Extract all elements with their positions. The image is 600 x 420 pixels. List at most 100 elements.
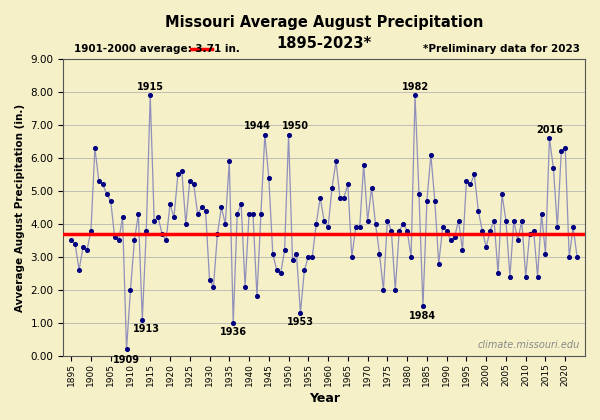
Point (560, 145, 570, 152)
Point (304, 254, 313, 260)
Point (489, 217, 499, 224)
Point (367, 184, 376, 191)
Point (505, 273, 515, 280)
Point (78, 244, 88, 250)
Text: 1944: 1944 (244, 121, 271, 131)
Point (248, 211, 258, 218)
Point (154, 214, 163, 220)
Point (461, 178, 471, 184)
Point (379, 286, 388, 293)
Point (327, 184, 337, 191)
Text: climate.missouri.edu: climate.missouri.edu (478, 340, 580, 350)
Point (473, 207, 483, 214)
Point (331, 158, 341, 165)
Point (311, 220, 321, 227)
Point (548, 165, 558, 171)
Point (481, 244, 491, 250)
Point (323, 224, 333, 231)
Point (541, 250, 550, 257)
Point (343, 181, 353, 188)
Point (299, 267, 309, 273)
Point (240, 283, 250, 290)
Text: 1984: 1984 (409, 311, 437, 321)
Point (142, 227, 151, 234)
Point (209, 283, 218, 290)
Point (426, 151, 436, 158)
Point (122, 346, 131, 352)
Point (276, 270, 286, 277)
Point (517, 217, 527, 224)
Point (137, 316, 147, 323)
Point (319, 217, 329, 224)
Point (553, 224, 562, 231)
Point (316, 194, 325, 201)
Point (244, 211, 254, 218)
Point (307, 254, 317, 260)
Point (422, 197, 432, 204)
Point (229, 320, 238, 326)
Point (351, 224, 361, 231)
Text: 2016: 2016 (536, 125, 563, 135)
Point (236, 201, 246, 207)
Point (450, 234, 460, 241)
Point (224, 158, 234, 165)
Point (446, 237, 455, 244)
Point (493, 270, 503, 277)
Point (114, 237, 124, 244)
Point (529, 227, 538, 234)
Point (197, 204, 206, 211)
Point (288, 257, 298, 264)
Point (497, 191, 507, 198)
Point (410, 92, 420, 99)
Point (521, 273, 530, 280)
Point (173, 171, 182, 178)
Point (525, 231, 535, 237)
Point (418, 303, 428, 310)
Text: 1950: 1950 (282, 121, 309, 131)
Point (102, 191, 112, 198)
Point (458, 247, 467, 254)
Point (134, 211, 143, 218)
Point (106, 197, 116, 204)
Point (371, 220, 380, 227)
Point (280, 247, 289, 254)
Point (454, 217, 463, 224)
Title: Missouri Average August Precipitation
1895-2023*: Missouri Average August Precipitation 18… (165, 15, 484, 51)
Point (70, 240, 80, 247)
Point (501, 217, 511, 224)
Point (386, 227, 396, 234)
Point (284, 131, 293, 138)
Point (335, 194, 345, 201)
Point (165, 201, 175, 207)
Point (391, 286, 400, 293)
Point (442, 227, 451, 234)
Point (565, 254, 574, 260)
Point (169, 214, 179, 220)
Point (125, 286, 135, 293)
Text: 1953: 1953 (287, 318, 314, 328)
Point (149, 217, 159, 224)
Point (118, 214, 127, 220)
Point (205, 277, 214, 284)
Point (545, 135, 554, 142)
Point (256, 211, 266, 218)
Point (398, 220, 408, 227)
Point (403, 227, 412, 234)
Point (217, 204, 226, 211)
Point (466, 181, 475, 188)
Point (98, 181, 107, 188)
Point (359, 161, 368, 168)
Point (161, 237, 171, 244)
Text: 1915: 1915 (137, 82, 164, 92)
Point (339, 194, 349, 201)
Point (470, 171, 479, 178)
Point (193, 211, 202, 218)
Point (232, 211, 242, 218)
Text: 1982: 1982 (401, 82, 428, 92)
Point (478, 227, 487, 234)
Text: 1913: 1913 (133, 324, 160, 334)
Point (434, 260, 443, 267)
Point (185, 178, 194, 184)
Point (394, 227, 404, 234)
Point (296, 310, 305, 316)
